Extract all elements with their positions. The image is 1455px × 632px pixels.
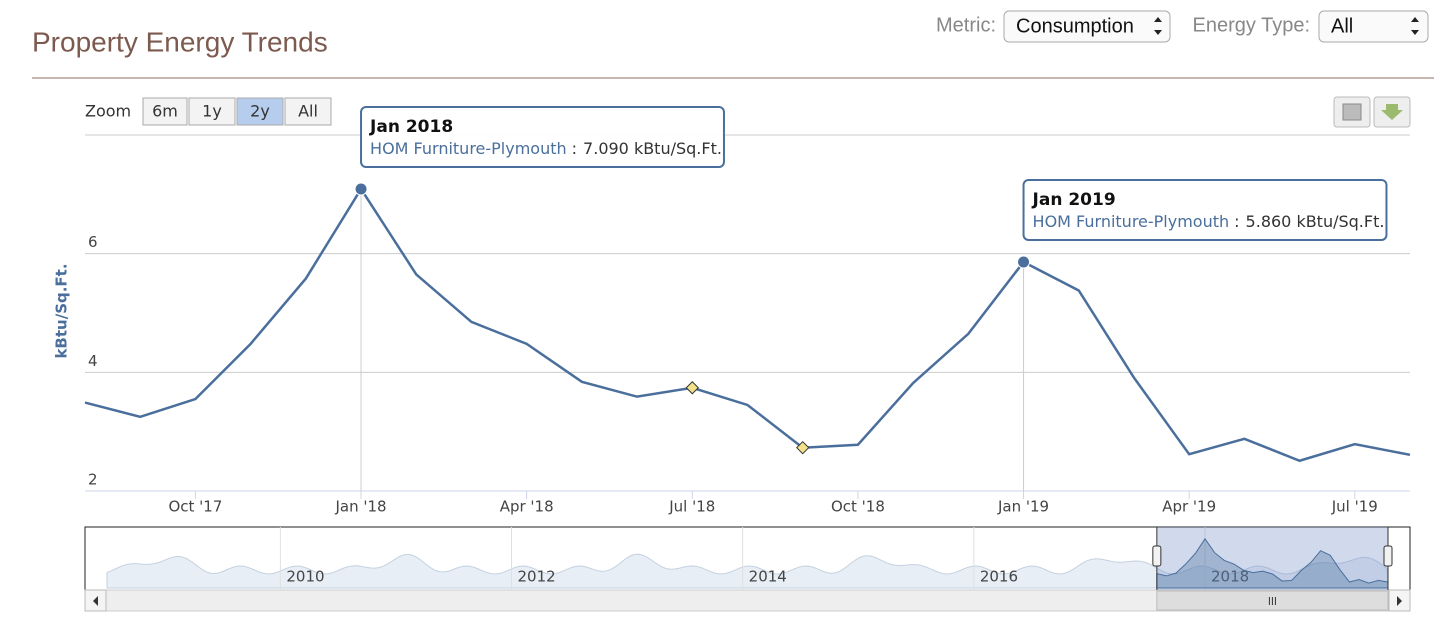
energy-type-value[interactable]: All [1331, 15, 1353, 37]
navigator-label: 2012 [518, 568, 556, 586]
navigator-label: 2014 [749, 568, 787, 586]
print-icon [1342, 103, 1362, 121]
tooltip-series: HOM Furniture-Plymouth [370, 138, 567, 157]
tooltip-separator: : [1234, 211, 1239, 230]
zoom-button[interactable] [284, 97, 332, 126]
x-tick-label: Apr '18 [500, 498, 554, 516]
hover-point [354, 182, 368, 196]
navigator-label: 2010 [286, 568, 324, 586]
x-tick-label: Jan '19 [997, 498, 1049, 516]
tooltip-value: 7.090 kBtu/Sq.Ft. [583, 138, 722, 157]
navigator-series [1156, 537, 1389, 589]
y-tick-label: 6 [88, 233, 98, 251]
energy-type-label: Energy Type: [1193, 14, 1310, 36]
x-tick-label: Jul '18 [668, 498, 715, 516]
select-arrows [1411, 17, 1419, 35]
energy-type-select[interactable]: All [1318, 10, 1429, 43]
tooltip-separator: : [572, 138, 577, 157]
navigator-handle[interactable] [1383, 545, 1393, 567]
flag-marker [796, 440, 810, 455]
x-tick-label: Jul '19 [1331, 498, 1378, 516]
select-box[interactable] [1318, 10, 1429, 43]
thumb-grip [1268, 597, 1276, 605]
flag-marker [685, 381, 699, 395]
zoom-button[interactable] [142, 97, 188, 126]
navigator-label: 2018 [1211, 568, 1249, 586]
x-tick-label: Oct '17 [168, 498, 222, 516]
zoom-button[interactable] [236, 97, 284, 126]
y-tick-label: 2 [88, 471, 98, 489]
tooltip-series: HOM Furniture-Plymouth [1033, 211, 1230, 230]
x-tick-label: Jan '18 [334, 498, 386, 516]
y-tick-label: 4 [88, 352, 98, 370]
zoom-button[interactable] [188, 97, 236, 126]
zoom-button-label[interactable]: 2y [250, 102, 270, 121]
zoom-button-label[interactable]: All [298, 102, 318, 121]
select-box[interactable] [1003, 10, 1171, 43]
tooltip-value: 5.860 kBtu/Sq.Ft. [1246, 211, 1385, 230]
navigator-area [106, 553, 1389, 589]
export-buttons[interactable] [1333, 96, 1411, 128]
zoom-button-label[interactable]: 6m [152, 102, 178, 121]
arrow [1397, 596, 1402, 606]
navigator-label: 2016 [980, 568, 1018, 586]
zoom-label: Zoom [85, 102, 131, 121]
x-tick-label: Apr '19 [1162, 498, 1216, 516]
metric-value[interactable]: Consumption [1016, 15, 1134, 37]
metric-label: Metric: [936, 14, 996, 36]
download-icon [1381, 104, 1403, 120]
y-axis-title: kBtu/Sq.Ft. [53, 263, 71, 358]
tooltip-title: Jan 2018 [369, 117, 453, 137]
select-arrows [1154, 17, 1162, 35]
metric-select[interactable]: Consumption [1003, 10, 1171, 43]
tooltip-body: HOM Furniture-Plymouth:7.090 kBtu/Sq.Ft. [370, 138, 722, 157]
zoom-button-label[interactable]: 1y [202, 102, 222, 121]
data-line [84, 186, 1411, 463]
tooltip-title: Jan 2019 [1032, 190, 1116, 210]
navigator-handle[interactable] [1152, 545, 1162, 567]
tooltip-box [360, 105, 725, 168]
tooltip-box [1022, 178, 1388, 241]
page-title: Property Energy Trends [32, 26, 328, 57]
hover-point [1017, 255, 1031, 269]
x-tick-label: Oct '18 [831, 498, 885, 516]
navigator-selection [1156, 527, 1388, 590]
tooltip-body: HOM Furniture-Plymouth:5.860 kBtu/Sq.Ft. [1033, 211, 1385, 230]
arrow [93, 596, 98, 606]
